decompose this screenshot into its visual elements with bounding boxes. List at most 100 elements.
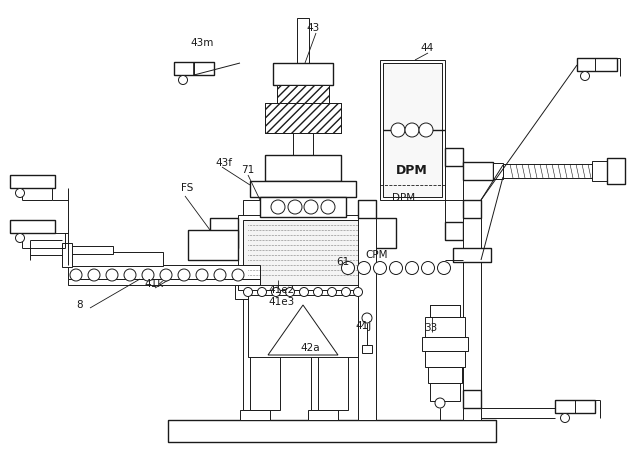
Bar <box>277 85 329 103</box>
Bar <box>368 218 396 248</box>
Bar <box>293 133 313 155</box>
Bar <box>188 230 238 260</box>
Bar <box>445 222 463 240</box>
Bar <box>383 63 442 197</box>
Circle shape <box>271 200 285 214</box>
Circle shape <box>124 269 136 281</box>
Circle shape <box>406 261 419 275</box>
Bar <box>235 285 355 299</box>
Text: 43f: 43f <box>215 158 232 168</box>
Bar <box>265 103 341 133</box>
Bar <box>290 197 316 215</box>
Bar <box>445 148 463 166</box>
Bar <box>273 63 333 85</box>
Circle shape <box>561 414 570 423</box>
Bar <box>260 197 346 217</box>
Bar <box>297 18 309 63</box>
Circle shape <box>214 269 226 281</box>
Bar <box>174 62 214 75</box>
Circle shape <box>419 123 433 137</box>
Text: 33: 33 <box>424 323 437 333</box>
Bar <box>463 200 481 218</box>
Bar <box>10 220 55 233</box>
Circle shape <box>435 398 445 408</box>
Circle shape <box>142 269 154 281</box>
Bar <box>250 181 356 197</box>
Bar <box>68 246 113 254</box>
Bar <box>250 181 356 191</box>
Bar <box>168 420 496 442</box>
Polygon shape <box>268 305 338 355</box>
Bar <box>368 218 396 248</box>
Circle shape <box>160 269 172 281</box>
Bar <box>250 181 356 197</box>
Circle shape <box>580 71 589 80</box>
Text: 61: 61 <box>336 257 349 267</box>
Circle shape <box>232 269 244 281</box>
Bar <box>318 355 348 410</box>
Bar <box>265 155 341 181</box>
Bar <box>445 222 463 240</box>
Text: FS: FS <box>181 183 193 193</box>
Circle shape <box>342 287 351 297</box>
Bar <box>358 200 376 218</box>
Text: 43m: 43m <box>190 38 213 48</box>
Bar <box>463 162 493 180</box>
Circle shape <box>328 287 337 297</box>
Circle shape <box>422 261 435 275</box>
Bar <box>210 218 238 248</box>
Bar <box>168 420 496 442</box>
Bar <box>265 103 341 133</box>
Bar <box>311 200 335 410</box>
Bar <box>273 63 333 85</box>
Bar <box>240 410 270 420</box>
Bar <box>277 85 329 103</box>
Bar <box>445 148 463 166</box>
Bar <box>422 337 468 351</box>
Bar <box>10 175 55 188</box>
Text: 41j: 41j <box>355 321 371 331</box>
Bar <box>463 162 493 180</box>
Bar <box>10 220 55 233</box>
Circle shape <box>358 261 371 275</box>
Text: 42a: 42a <box>300 343 319 353</box>
Circle shape <box>405 123 419 137</box>
Bar <box>308 410 338 420</box>
Bar <box>453 248 491 262</box>
Bar <box>380 60 445 200</box>
Bar <box>453 248 491 262</box>
Text: 41e3: 41e3 <box>268 297 294 307</box>
Bar <box>555 400 595 413</box>
Bar <box>260 197 346 217</box>
Bar <box>592 161 608 181</box>
Bar <box>248 295 358 357</box>
Text: CPM: CPM <box>365 250 387 260</box>
Circle shape <box>179 75 188 85</box>
Bar <box>358 200 376 218</box>
Text: 41k: 41k <box>144 279 163 289</box>
Text: 8: 8 <box>76 300 83 310</box>
Bar <box>430 305 460 317</box>
Circle shape <box>300 287 308 297</box>
Bar <box>555 400 595 413</box>
Bar <box>607 158 625 184</box>
Bar <box>62 243 72 267</box>
Circle shape <box>438 261 451 275</box>
Bar <box>362 345 372 353</box>
Text: 41e2: 41e2 <box>268 285 294 295</box>
Circle shape <box>391 123 405 137</box>
Bar <box>607 158 625 184</box>
Bar <box>453 248 491 262</box>
Circle shape <box>342 261 355 275</box>
Bar <box>174 62 214 75</box>
Circle shape <box>314 287 323 297</box>
Circle shape <box>178 269 190 281</box>
Bar <box>463 200 481 420</box>
Bar <box>243 200 267 410</box>
Bar <box>425 317 465 337</box>
Bar <box>430 305 460 317</box>
Bar <box>463 200 481 218</box>
Bar <box>265 155 341 173</box>
Circle shape <box>196 269 208 281</box>
Bar <box>493 163 503 179</box>
